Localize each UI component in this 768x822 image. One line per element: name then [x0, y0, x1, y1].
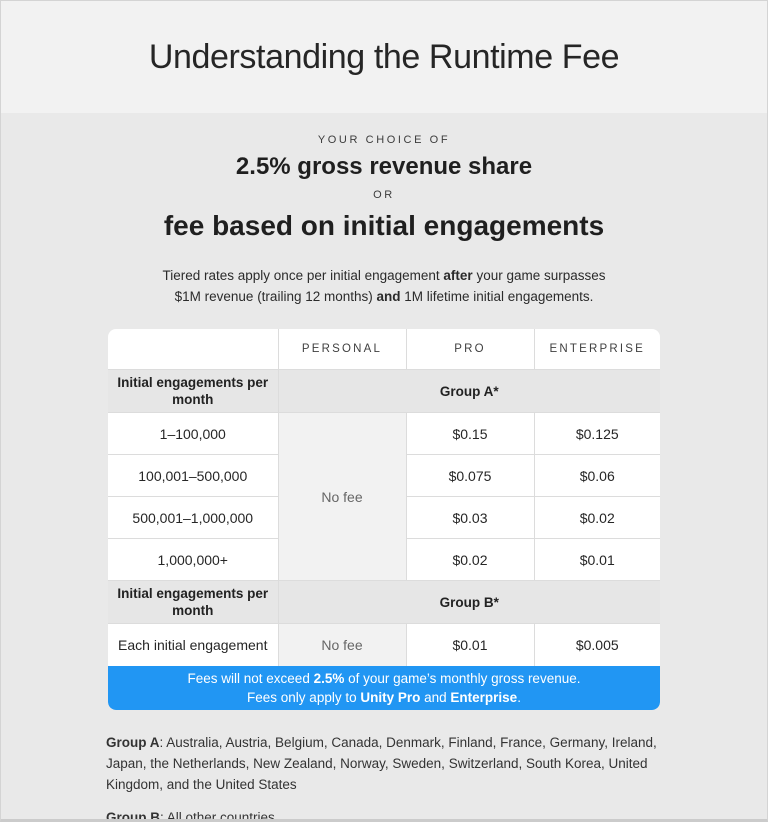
plan-header-row: Personal Pro Enterprise — [108, 329, 660, 370]
tiered-rates-note: Tiered rates apply once per initial enga… — [124, 265, 644, 307]
pricing-card: Personal Pro Enterprise Initial engageme… — [108, 329, 660, 710]
tier-4-enterprise-fee: $0.01 — [533, 538, 660, 581]
blank-header-cell — [108, 329, 279, 370]
page-title: Understanding the Runtime Fee — [148, 37, 620, 76]
tier-2-enterprise-fee: $0.06 — [533, 454, 660, 497]
group-b-pro-fee: $0.01 — [405, 623, 535, 667]
group-b-label: Group B* — [277, 580, 660, 624]
tier-3-range: 500,001–1,000,000 — [108, 496, 279, 539]
tier-1-pro-fee: $0.15 — [405, 412, 535, 455]
fee-cap-banner-line-2: Fees only apply to Unity Pro and Enterpr… — [247, 690, 521, 705]
tiered-rates-note-line-2: $1M revenue (trailing 12 months) and 1M … — [174, 289, 594, 304]
tier-2-range: 100,001–500,000 — [108, 454, 279, 497]
group-a-header-row: Initial engagements per month Group A* — [108, 369, 660, 413]
tier-4-pro-fee: $0.02 — [405, 538, 535, 581]
choice-section: Your choice of 2.5% gross revenue share … — [1, 113, 767, 307]
engagement-fee-option: fee based on initial engagements — [163, 210, 605, 241]
tier-row-2: 100,001–500,000 $0.075 $0.06 — [108, 454, 660, 497]
group-a-personal-no-fee-cell: No fee — [277, 412, 407, 581]
tier-4-range: 1,000,000+ — [108, 538, 279, 581]
tiered-rates-note-line-1: Tiered rates apply once per initial enga… — [162, 268, 606, 283]
footnotes: Group A: Australia, Austria, Belgium, Ca… — [106, 732, 662, 822]
group-b-range: Each initial engagement — [108, 623, 279, 667]
tier-3-pro-fee: $0.03 — [405, 496, 535, 539]
fee-cap-banner-line-1: Fees will not exceed 2.5% of your game’s… — [187, 671, 581, 686]
group-b-header-row: Initial engagements per month Group B* — [108, 580, 660, 624]
choice-eyebrow-label: Your choice of — [317, 134, 451, 146]
column-header-pro: Pro — [405, 329, 535, 370]
group-a-label: Group A* — [277, 369, 660, 413]
tier-row-1: 1–100,000 No fee $0.15 $0.125 — [108, 412, 660, 581]
group-b-footnote: Group B: All other countries — [106, 810, 275, 822]
column-header-personal: Personal — [277, 329, 407, 370]
fee-cap-banner: Fees will not exceed 2.5% of your game’s… — [108, 666, 660, 710]
tier-row-4: 1,000,000+ $0.02 $0.01 — [108, 538, 660, 581]
column-header-enterprise: Enterprise — [533, 329, 660, 370]
pricing-table: Personal Pro Enterprise Initial engageme… — [108, 329, 660, 667]
group-b-personal-no-fee-cell: No fee — [277, 623, 407, 667]
header-band: Understanding the Runtime Fee — [1, 1, 767, 113]
group-b-row-header: Initial engagements per month — [108, 580, 279, 624]
group-b-tier-row: Each initial engagement No fee $0.01 $0.… — [108, 623, 660, 667]
revenue-share-option: 2.5% gross revenue share — [235, 153, 533, 180]
tier-1-enterprise-fee: $0.125 — [533, 412, 660, 455]
group-b-enterprise-fee: $0.005 — [533, 623, 660, 667]
tier-row-3: 500,001–1,000,000 $0.03 $0.02 — [108, 496, 660, 539]
tier-3-enterprise-fee: $0.02 — [533, 496, 660, 539]
group-a-row-header: Initial engagements per month — [108, 369, 279, 413]
group-a-footnote: Group A: Australia, Austria, Belgium, Ca… — [106, 735, 657, 792]
tier-1-range: 1–100,000 — [108, 412, 279, 455]
or-label: or — [373, 189, 395, 201]
tier-2-pro-fee: $0.075 — [405, 454, 535, 497]
